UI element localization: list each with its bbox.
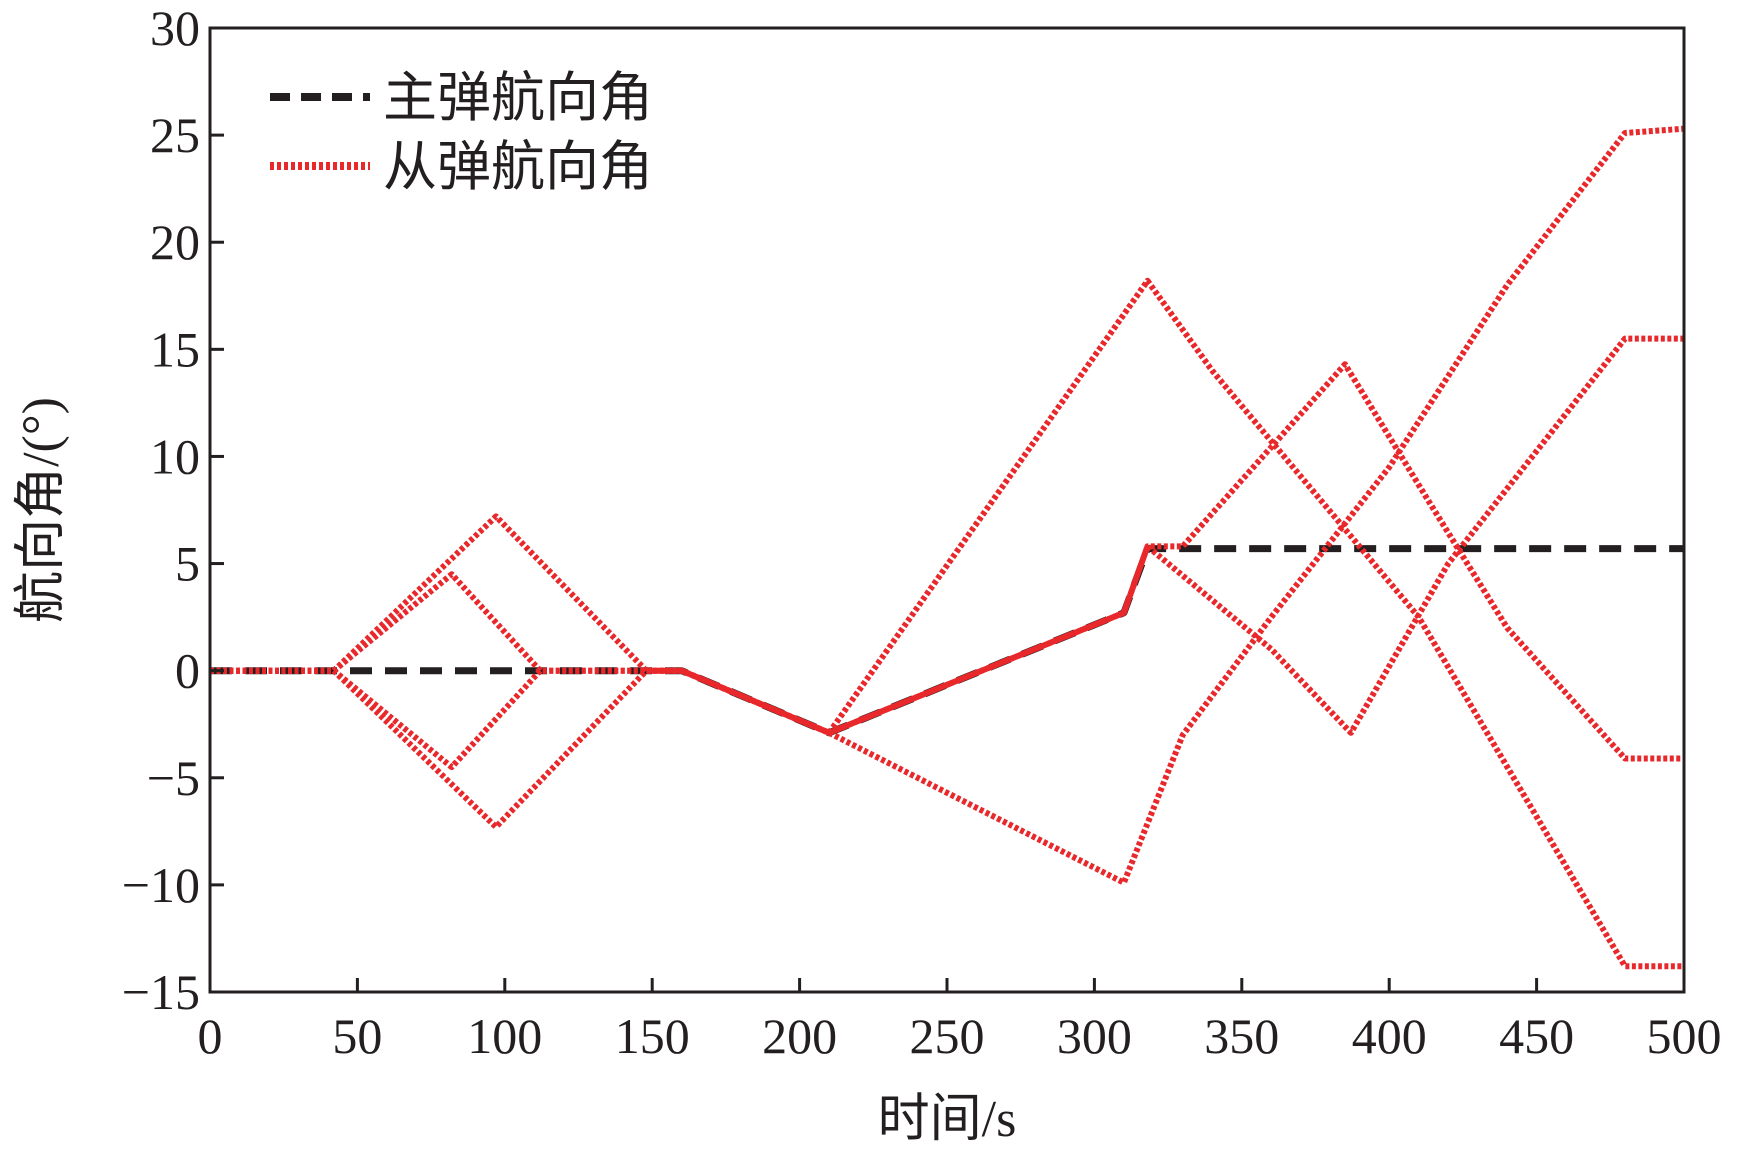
y-tick-label: −10 xyxy=(122,857,200,913)
x-tick-label: 350 xyxy=(1204,1008,1279,1064)
y-tick-label: 25 xyxy=(150,107,200,163)
x-tick-label: 250 xyxy=(910,1008,985,1064)
x-tick-label: 400 xyxy=(1352,1008,1427,1064)
x-tick-label: 100 xyxy=(467,1008,542,1064)
y-tick-label: 20 xyxy=(150,214,200,270)
x-tick-label: 150 xyxy=(615,1008,690,1064)
y-tick-label: 0 xyxy=(175,643,200,699)
slave-heading-line xyxy=(210,125,1685,886)
y-tick-label: −5 xyxy=(147,750,200,806)
tick-layer: 0 50 100 150 200 250 300 350 400 450 500 −15 −10 −5 0 5… xyxy=(122,0,1722,1064)
slave-heading-line xyxy=(210,277,1684,970)
x-tick-label: 0 xyxy=(198,1008,223,1064)
series-layer xyxy=(210,125,1685,970)
x-tick-label: 300 xyxy=(1057,1008,1132,1064)
x-tick-label: 50 xyxy=(332,1008,382,1064)
legend-label-master: 主弹航向角 xyxy=(383,68,653,128)
slave-heading-line xyxy=(210,361,1684,762)
y-tick-label: 10 xyxy=(150,428,200,484)
legend: 主弹航向角 从弹航向角 xyxy=(270,68,653,197)
slave-heading-line xyxy=(210,335,1684,830)
x-tick-label: 450 xyxy=(1499,1008,1574,1064)
y-tick-label: −15 xyxy=(122,964,200,1020)
x-axis-label: 时间/s xyxy=(878,1091,1017,1148)
legend-label-slave: 从弹航向角 xyxy=(383,137,653,197)
y-tick-label: 15 xyxy=(150,321,200,377)
y-axis-label: 航向角/(°) xyxy=(13,397,70,623)
master-heading-line xyxy=(210,545,1684,737)
y-tick-label: 30 xyxy=(150,0,200,56)
x-tick-label: 500 xyxy=(1647,1008,1722,1064)
y-tick-label: 5 xyxy=(175,536,200,592)
x-tick-label: 200 xyxy=(762,1008,837,1064)
